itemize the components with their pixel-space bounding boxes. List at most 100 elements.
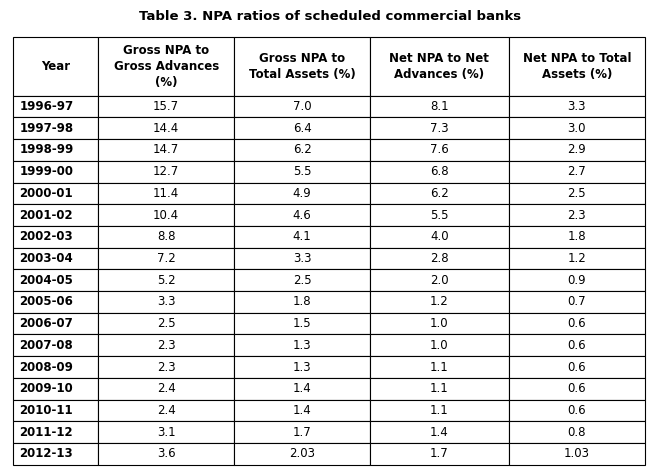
Bar [509,248,645,269]
Text: 2008-09: 2008-09 [19,361,73,374]
Bar [13,183,98,204]
Text: 8.1: 8.1 [430,100,448,113]
Bar [370,96,509,117]
Bar [509,161,645,183]
Text: 0.6: 0.6 [568,382,586,395]
Text: 1.0: 1.0 [430,317,448,330]
Text: 2004-05: 2004-05 [19,274,73,287]
Bar [98,117,234,139]
Text: 14.4: 14.4 [153,122,179,135]
Text: 3.6: 3.6 [157,447,176,460]
Text: 1.7: 1.7 [430,447,449,460]
Bar [13,226,98,248]
Text: 1.03: 1.03 [564,447,590,460]
Text: 5.5: 5.5 [293,165,311,178]
Text: 0.8: 0.8 [568,425,586,439]
Text: 2.5: 2.5 [157,317,176,330]
Text: 0.6: 0.6 [568,361,586,374]
Bar [370,291,509,313]
Bar [509,139,645,161]
Bar [370,421,509,443]
Bar [509,356,645,378]
Bar [13,248,98,269]
Text: Gross NPA to
Total Assets (%): Gross NPA to Total Assets (%) [249,52,355,81]
Text: 1.2: 1.2 [430,296,449,308]
Bar [234,161,370,183]
Bar [234,139,370,161]
Bar [509,37,645,96]
Text: 2009-10: 2009-10 [19,382,73,395]
Bar [370,269,509,291]
Bar [234,248,370,269]
Text: 4.1: 4.1 [293,230,312,243]
Bar [13,291,98,313]
Text: 2.3: 2.3 [568,209,586,222]
Bar [98,378,234,400]
Text: 1.1: 1.1 [430,361,449,374]
Bar [234,96,370,117]
Text: 7.3: 7.3 [430,122,448,135]
Bar [98,204,234,226]
Text: 2011-12: 2011-12 [19,425,73,439]
Bar [370,161,509,183]
Text: 1.2: 1.2 [568,252,586,265]
Text: Net NPA to Total
Assets (%): Net NPA to Total Assets (%) [522,52,631,81]
Bar [509,117,645,139]
Text: 2005-06: 2005-06 [19,296,73,308]
Text: 3.3: 3.3 [293,252,311,265]
Text: 5.2: 5.2 [157,274,176,287]
Text: 4.9: 4.9 [293,187,312,200]
Text: 2012-13: 2012-13 [19,447,73,460]
Text: 1.4: 1.4 [430,425,449,439]
Bar [509,421,645,443]
Text: 0.6: 0.6 [568,339,586,352]
Bar [234,117,370,139]
Text: 1999-00: 1999-00 [19,165,73,178]
Bar [234,313,370,334]
Bar [234,400,370,421]
Bar [234,334,370,356]
Bar [509,334,645,356]
Text: 14.7: 14.7 [153,143,179,156]
Bar [98,356,234,378]
Text: 1998-99: 1998-99 [19,143,74,156]
Bar [234,356,370,378]
Text: 2.03: 2.03 [289,447,315,460]
Text: 1997-98: 1997-98 [19,122,74,135]
Bar [509,269,645,291]
Text: Year: Year [41,60,70,73]
Bar [509,313,645,334]
Bar [509,443,645,465]
Bar [98,96,234,117]
Text: 3.1: 3.1 [157,425,176,439]
Text: 6.2: 6.2 [430,187,449,200]
Text: 2.5: 2.5 [293,274,311,287]
Text: 2003-04: 2003-04 [19,252,73,265]
Bar [370,400,509,421]
Bar [234,37,370,96]
Text: 1.8: 1.8 [293,296,311,308]
Text: 2.4: 2.4 [157,404,176,417]
Text: 12.7: 12.7 [153,165,179,178]
Bar [234,226,370,248]
Bar [98,139,234,161]
Text: 8.8: 8.8 [157,230,176,243]
Text: 2.3: 2.3 [157,339,176,352]
Bar [234,378,370,400]
Bar [234,204,370,226]
Bar [234,421,370,443]
Text: 6.2: 6.2 [293,143,312,156]
Bar [13,443,98,465]
Bar [509,204,645,226]
Bar [370,139,509,161]
Bar [13,117,98,139]
Bar [370,183,509,204]
Bar [509,226,645,248]
Bar [370,313,509,334]
Text: 2006-07: 2006-07 [19,317,73,330]
Text: 1.0: 1.0 [430,339,448,352]
Bar [13,37,98,96]
Bar [13,313,98,334]
Text: 1.1: 1.1 [430,382,449,395]
Bar [509,183,645,204]
